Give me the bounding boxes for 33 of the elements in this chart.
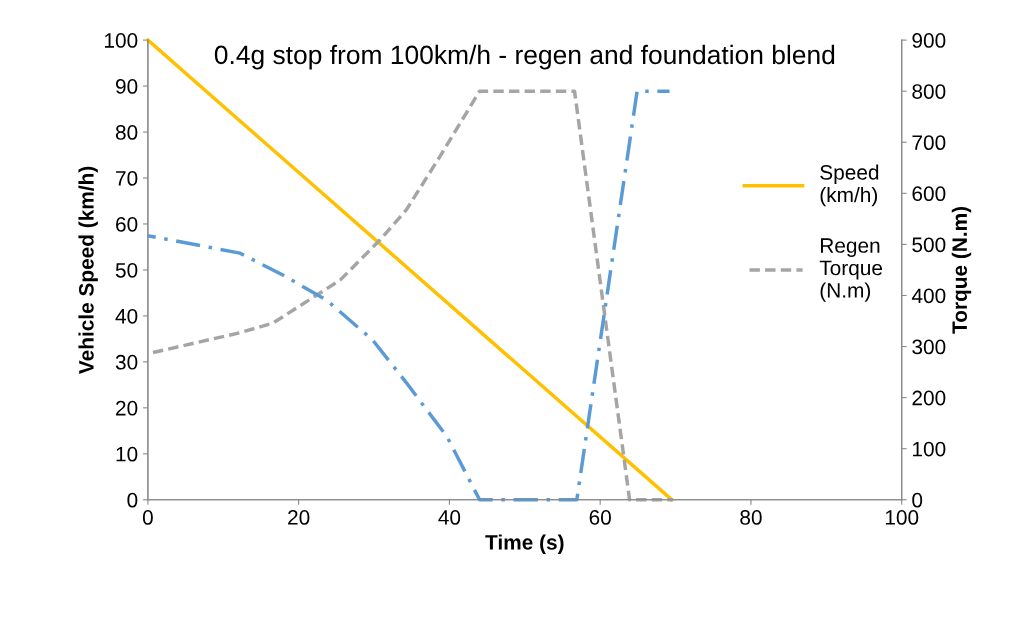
y-tick-label: 80 bbox=[115, 125, 138, 140]
y-tick-label: 70 bbox=[116, 171, 138, 186]
y2-tick-label: 300 bbox=[912, 339, 946, 355]
legend-label: Speed (km/h) bbox=[820, 164, 879, 207]
x-tick-label: 0 bbox=[142, 510, 153, 525]
y2-tick-label: 200 bbox=[912, 390, 946, 406]
y2-tick-label: 800 bbox=[912, 84, 946, 99]
y2-axis-title: Torque (N.m) bbox=[951, 206, 972, 334]
y-tick-label: 40 bbox=[115, 308, 138, 324]
y2-tick-label: 700 bbox=[912, 135, 946, 151]
y-tick-label: 60 bbox=[116, 216, 138, 232]
y-tick-label: 10 bbox=[116, 446, 138, 462]
x-tick-label: 60 bbox=[589, 510, 611, 525]
chart-title: 0.4g stop from 100km/h - regen and foundation blend bbox=[214, 44, 835, 70]
x-tick-label: 80 bbox=[740, 510, 762, 525]
y-tick-label: 20 bbox=[116, 400, 138, 416]
y-tick-label: 30 bbox=[115, 354, 138, 370]
y2-tick-label: 900 bbox=[912, 33, 946, 48]
y2-tick-label: 100 bbox=[913, 441, 946, 457]
x-axis-title: Time (s) bbox=[485, 534, 564, 554]
y2-tick-label: 500 bbox=[912, 237, 946, 253]
y2-tick-label: 400 bbox=[911, 288, 946, 304]
y2-tick-label: 600 bbox=[912, 186, 946, 202]
y-tick-label: 90 bbox=[115, 79, 138, 94]
y-tick-label: 0 bbox=[127, 492, 138, 508]
x-tick-label: 40 bbox=[438, 510, 461, 525]
y-tick-label: 50 bbox=[115, 262, 138, 278]
y-tick-label: 100 bbox=[105, 33, 138, 48]
x-tick-label: 20 bbox=[288, 510, 310, 525]
y-axis-title: Vehicle Speed (km/h) bbox=[78, 166, 98, 374]
x-tick-label: 100 bbox=[885, 510, 919, 525]
y2-tick-label: 0 bbox=[912, 492, 923, 508]
legend-label: Regen Torque (N.m) bbox=[819, 238, 883, 302]
